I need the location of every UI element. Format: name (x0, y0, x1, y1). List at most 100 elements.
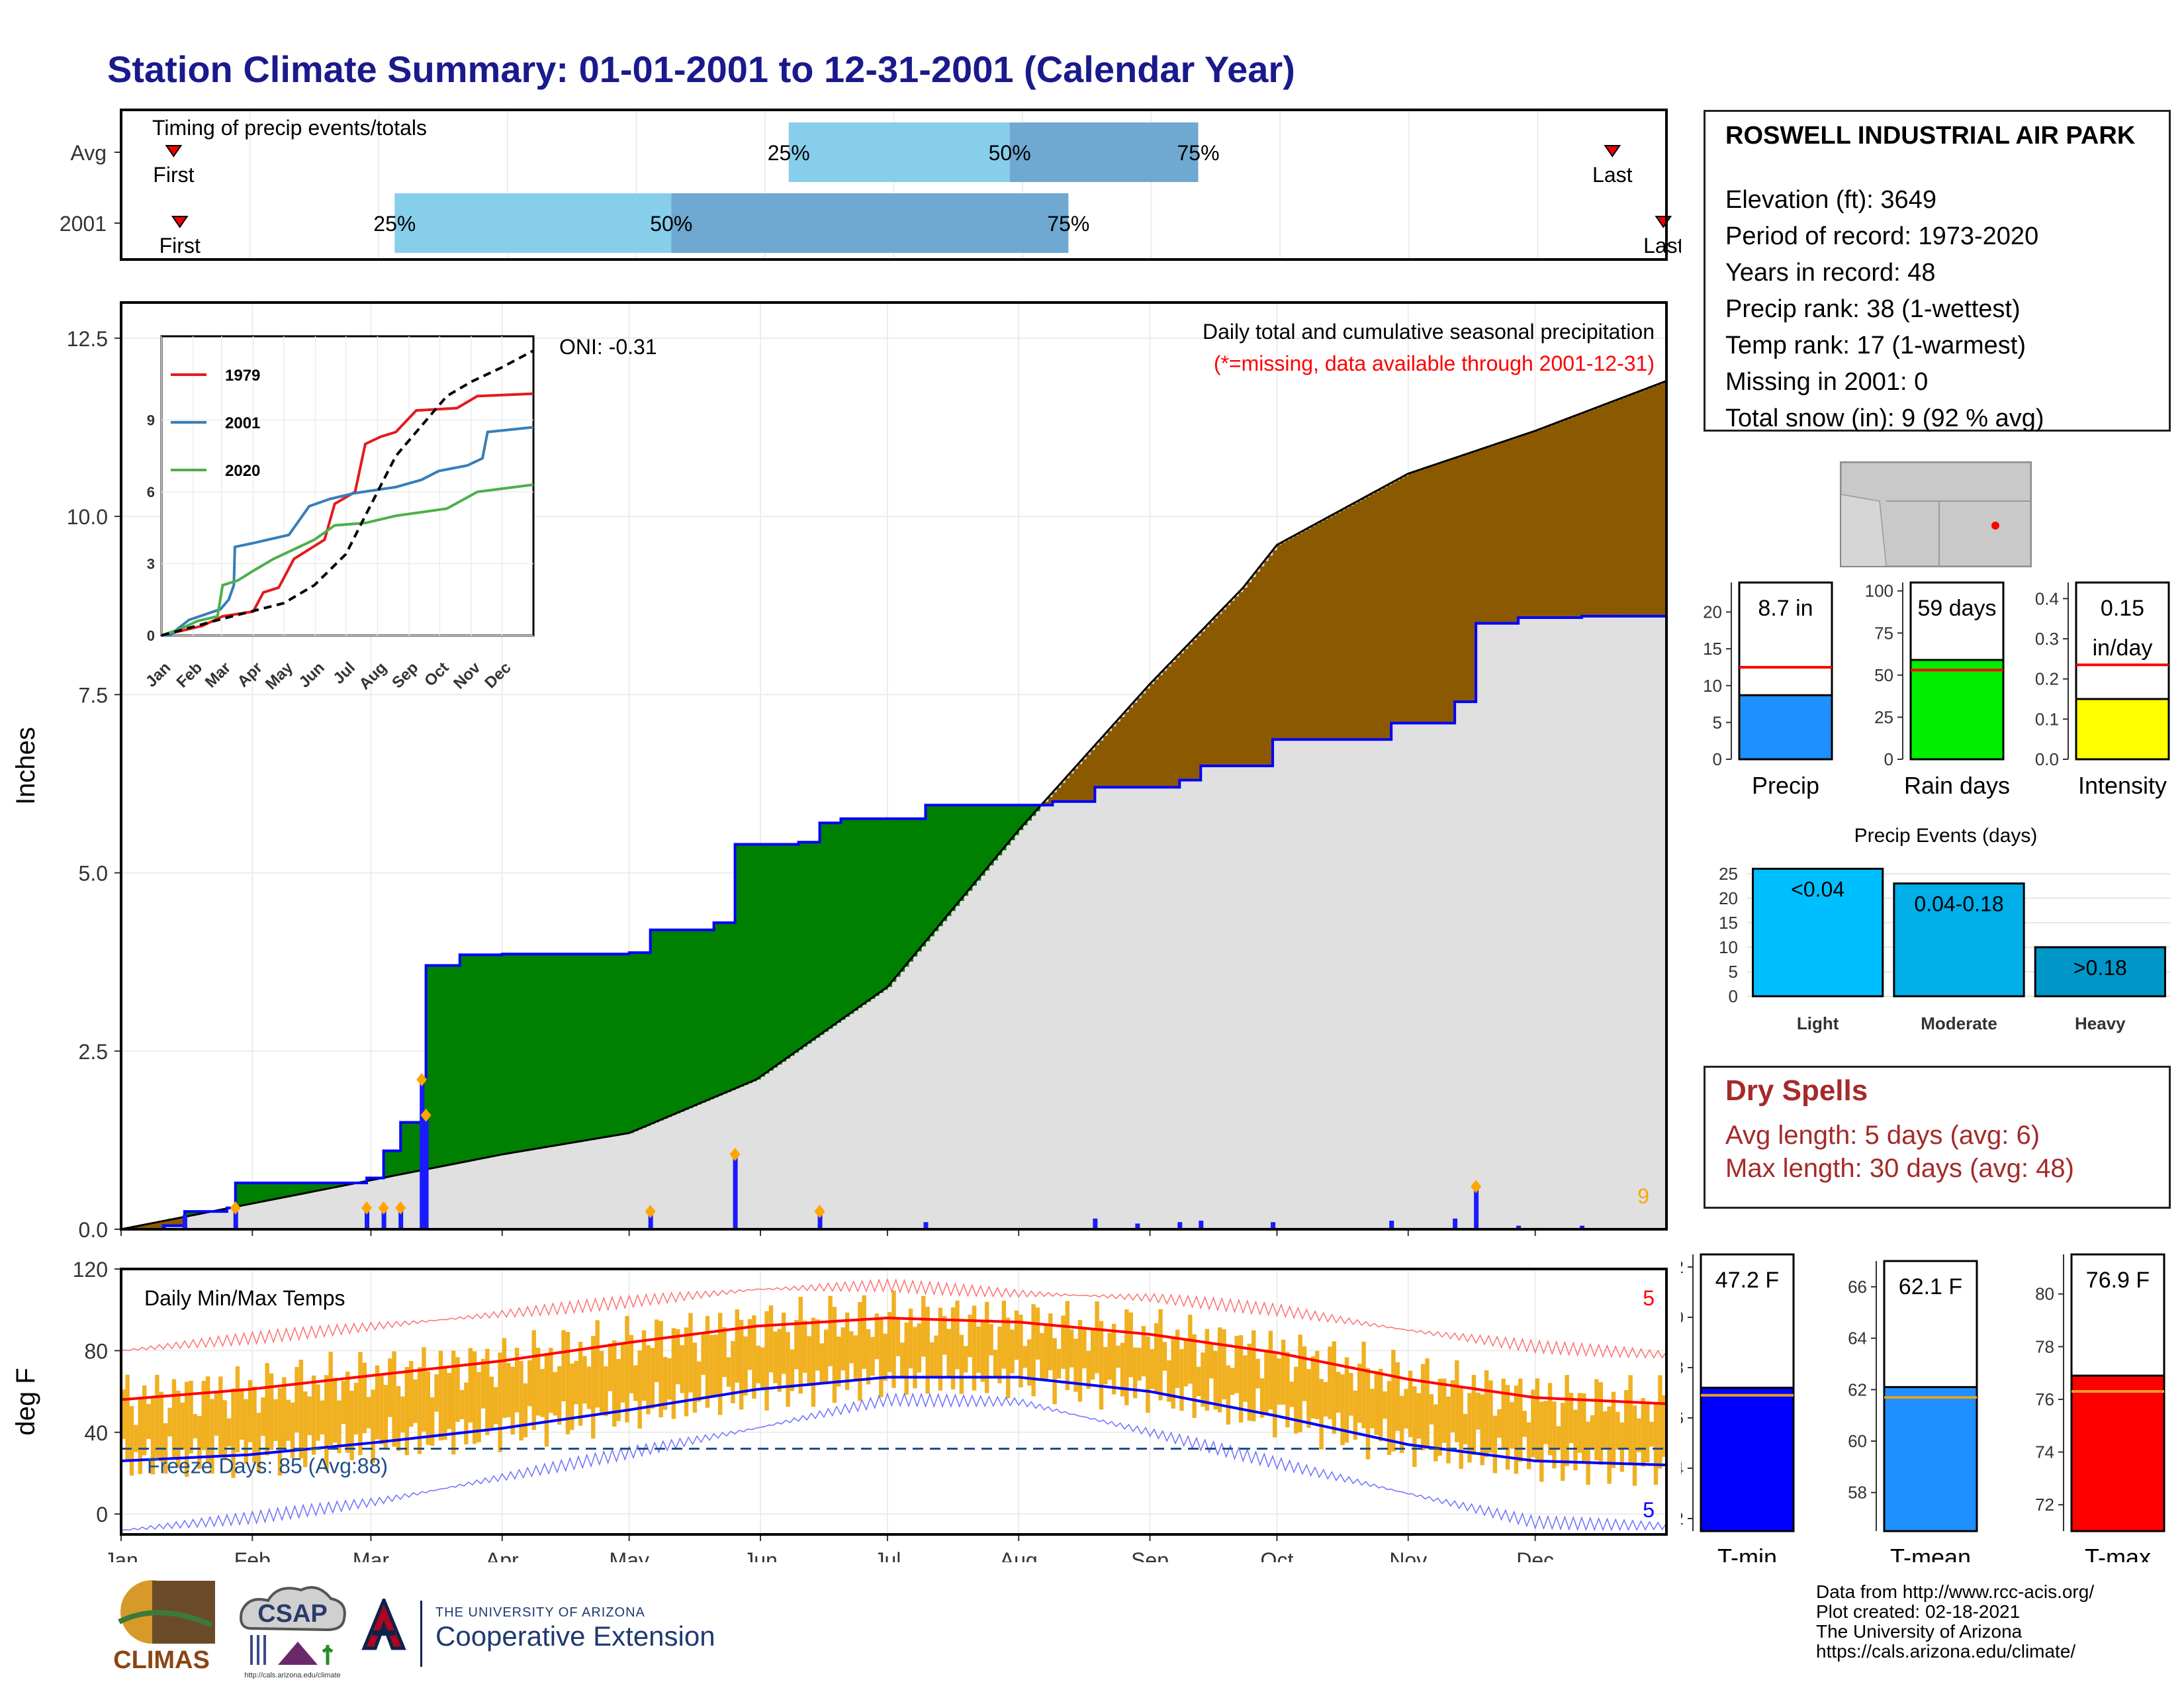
daily-temp-range-bar (1065, 1301, 1069, 1391)
surplus-area (637, 953, 643, 1130)
precip-events-bar (2034, 946, 2166, 998)
daily-precip-bar (1093, 1218, 1098, 1229)
deficit-area (1251, 577, 1257, 766)
surplus-area (523, 954, 528, 1151)
surplus-area (472, 955, 477, 1160)
deficit-area (1319, 522, 1324, 740)
temp-x-tick-label: May (609, 1548, 649, 1562)
daily-temp-range-bar (324, 1375, 329, 1471)
events-y-tick-label: 5 (1729, 962, 1738, 982)
daily-temp-range-bar (1132, 1347, 1138, 1399)
dry-spells-panel: Dry Spells Avg length: 5 days (avg: 6) M… (1704, 1066, 2171, 1209)
daily-temp-range-bar (1535, 1378, 1540, 1462)
surplus-area (798, 842, 803, 1050)
daily-temp-range-bar (176, 1390, 181, 1468)
daily-temp-range-bar (841, 1327, 845, 1371)
surplus-area (451, 965, 456, 1164)
daily-temp-range-bar (531, 1330, 536, 1430)
deficit-area (1408, 473, 1413, 724)
surplus-area (747, 844, 752, 1084)
daily-temp-range-bar (413, 1379, 418, 1423)
surplus-area (506, 954, 512, 1154)
daily-temp-range-bar (1111, 1323, 1116, 1395)
daily-temp-range-bar (671, 1328, 676, 1419)
deficit-area (1086, 754, 1091, 802)
daily-temp-range-bar (726, 1357, 731, 1387)
daily-temp-range-bar (129, 1405, 134, 1476)
daily-temp-range-bar (1412, 1386, 1417, 1468)
deficit-area (1535, 430, 1540, 618)
deficit-area (1539, 429, 1545, 618)
surplus-area (438, 965, 443, 1167)
daily-temp-range-bar (1395, 1362, 1400, 1431)
events-y-tick-label: 20 (1719, 888, 1738, 908)
deficit-area (1459, 456, 1464, 702)
daily-precip-bar (923, 1222, 929, 1229)
deficit-area (1505, 440, 1510, 624)
daily-temp-range-bar (1370, 1388, 1375, 1429)
daily-temp-range-bar (316, 1384, 320, 1441)
deficit-area (1641, 391, 1646, 616)
timing-p75-label: 75% (1047, 212, 1089, 236)
temp-x-tick-label: Feb (234, 1548, 271, 1562)
daily-precip-bar (1177, 1222, 1183, 1229)
deficit-area (1344, 508, 1349, 740)
daily-precip-bar (365, 1207, 370, 1229)
surplus-area (938, 805, 943, 927)
deficit-area (1488, 446, 1494, 624)
temp-y-tick-label: 40 (84, 1421, 108, 1445)
daily-rank-marker (361, 1201, 373, 1215)
mini-y-tick-label: 76 (2035, 1389, 2054, 1409)
daily-precip-bar (381, 1207, 387, 1229)
daily-temp-range-bar (226, 1418, 232, 1447)
daily-temp-range-bar (371, 1389, 375, 1464)
precip-events-category-label: Moderate (1921, 1013, 1997, 1033)
surplus-area (277, 1183, 283, 1199)
surplus-area (629, 953, 634, 1133)
mini-y-tick-label: 48 (1681, 1358, 1684, 1378)
daily-temp-range-bar (523, 1383, 528, 1438)
daily-temp-range-bar (1615, 1411, 1620, 1450)
daily-temp-range-bar (392, 1351, 396, 1447)
deficit-area (1213, 618, 1218, 766)
daily-temp-range-bar (599, 1350, 604, 1415)
deficit-area (1577, 414, 1582, 618)
temp-x-tick-label: Apr (486, 1548, 519, 1562)
daily-temp-range-bar (1590, 1415, 1595, 1448)
surplus-area (565, 954, 570, 1144)
daily-temp-range-bar (752, 1315, 756, 1399)
surplus-area (655, 929, 660, 1123)
surplus-area (942, 805, 948, 921)
daily-temp-range-bar (1188, 1315, 1193, 1384)
deficit-area (1412, 472, 1418, 724)
daily-temp-range-bar (722, 1327, 727, 1378)
surplus-area (557, 954, 562, 1145)
deficit-area (1547, 426, 1553, 618)
surplus-area (688, 929, 694, 1108)
surplus-area (240, 1183, 245, 1206)
first-event-marker (165, 145, 183, 158)
inset-series-line (161, 349, 534, 637)
mini-y-tick-label: 25 (1874, 707, 1893, 727)
daily-temp-range-bar (1658, 1375, 1662, 1469)
events-y-tick-label: 15 (1719, 913, 1738, 933)
surplus-area (493, 955, 498, 1156)
mini-bar-value-label: 0.15 (2101, 596, 2144, 621)
daily-temp-range-bar (1526, 1422, 1531, 1470)
deficit-area (1399, 478, 1404, 724)
deficit-area (1192, 640, 1197, 780)
daily-temp-range-bar (349, 1390, 354, 1460)
daily-temp-range-bar (1298, 1335, 1302, 1432)
surplus-area (891, 818, 897, 982)
daily-temp-range-bar (1467, 1393, 1472, 1463)
deficit-area (1501, 442, 1506, 624)
climas-logo: CLIMAS (113, 1580, 215, 1674)
daily-temp-range-bar (773, 1331, 778, 1383)
daily-temp-range-bar (680, 1345, 684, 1393)
deficit-area (1306, 528, 1312, 740)
daily-temp-range-bar (891, 1290, 896, 1388)
daily-temp-range-bar (637, 1350, 642, 1429)
deficit-area (1395, 480, 1400, 724)
daily-temp-range-bar (1183, 1339, 1189, 1387)
daily-temp-range-bar (1480, 1394, 1484, 1466)
